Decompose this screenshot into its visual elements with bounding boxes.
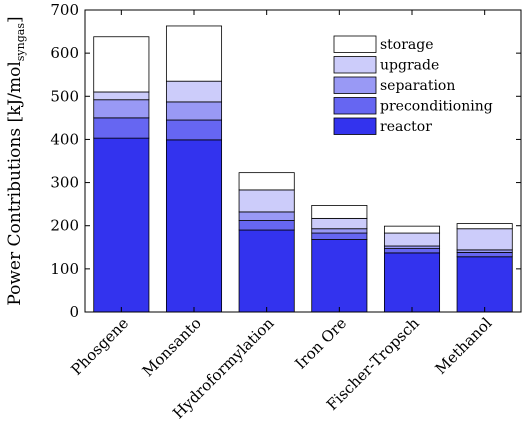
bar-segment-reactor-0: [93, 137, 150, 313]
bar-segment-separation-0: [93, 99, 150, 119]
y-tick-label-1: 100: [50, 260, 79, 278]
y-tick-label-3: 300: [50, 174, 79, 192]
legend-swatch-preconditioning: [333, 97, 377, 115]
bar-segment-upgrade-2: [238, 189, 295, 213]
bar-segment-preconditioning-3: [311, 232, 368, 240]
bar-segment-preconditioning-5: [456, 252, 513, 258]
y-tick-label-4: 400: [50, 130, 79, 148]
bar-segment-reactor-1: [165, 139, 223, 313]
bar-segment-preconditioning-1: [165, 119, 223, 141]
y-tick-label-7: 700: [50, 1, 79, 19]
y-tick-label-5: 500: [50, 87, 79, 105]
bar-segment-preconditioning-2: [238, 220, 295, 231]
y-tick-label-0: 0: [69, 303, 79, 321]
bar-segment-separation-2: [238, 211, 295, 221]
legend-swatch-reactor: [333, 117, 377, 135]
bar-segment-preconditioning-4: [383, 248, 441, 254]
legend-label-reactor: reactor: [380, 119, 432, 135]
x-tick-label-1: Monsanto: [139, 314, 205, 380]
x-tick-label-3: Iron Ore: [292, 314, 351, 373]
bar-segment-storage-2: [238, 172, 295, 191]
bar-segment-storage-0: [93, 36, 150, 93]
bar-segment-preconditioning-0: [93, 117, 150, 139]
legend-swatch-upgrade: [333, 56, 377, 74]
y-axis-title-close: ]: [5, 16, 25, 23]
legend-label-storage: storage: [380, 37, 434, 53]
legend-swatch-separation: [333, 76, 377, 94]
y-axis: 0 100 200 300 400 500 600 700: [50, 1, 521, 321]
legend-label-separation: separation: [380, 78, 455, 94]
bar-segment-separation-1: [165, 101, 223, 121]
bar-segment-reactor-4: [383, 252, 441, 313]
bar-segment-storage-5: [456, 223, 513, 230]
bar-segment-separation-3: [311, 228, 368, 234]
y-axis-title-subscript: syngas: [14, 23, 27, 62]
y-tick-label-6: 600: [50, 44, 79, 62]
bar-segment-upgrade-0: [93, 91, 150, 101]
bar-segment-storage-3: [311, 205, 368, 219]
legend-label-upgrade: upgrade: [380, 58, 439, 74]
legend-swatch-storage: [333, 35, 377, 53]
bar-segment-upgrade-5: [456, 228, 513, 251]
y-axis-title: Power Contributions [kJ/molsyngas]: [5, 16, 27, 305]
y-axis-title-main: Power Contributions [kJ/mol: [5, 61, 25, 305]
bar-segment-upgrade-1: [165, 80, 223, 103]
bar-segment-upgrade-4: [383, 232, 441, 247]
bar-segment-upgrade-3: [311, 217, 368, 230]
legend-label-preconditioning: preconditioning: [380, 99, 493, 115]
x-tick-label-0: Phosgene: [67, 314, 132, 379]
bar-segment-reactor-3: [311, 239, 368, 313]
bars-layer: [93, 25, 513, 313]
x-tick-label-5: Methanol: [432, 314, 496, 378]
legend: storage upgrade separation preconditioning r…: [328, 34, 500, 139]
plot-frame: [84, 9, 522, 313]
bar-segment-reactor-2: [238, 229, 295, 313]
bar-segment-reactor-5: [456, 256, 513, 313]
bar-segment-storage-1: [165, 25, 223, 82]
y-tick-label-2: 200: [50, 217, 79, 235]
bar-segment-storage-4: [383, 225, 441, 234]
